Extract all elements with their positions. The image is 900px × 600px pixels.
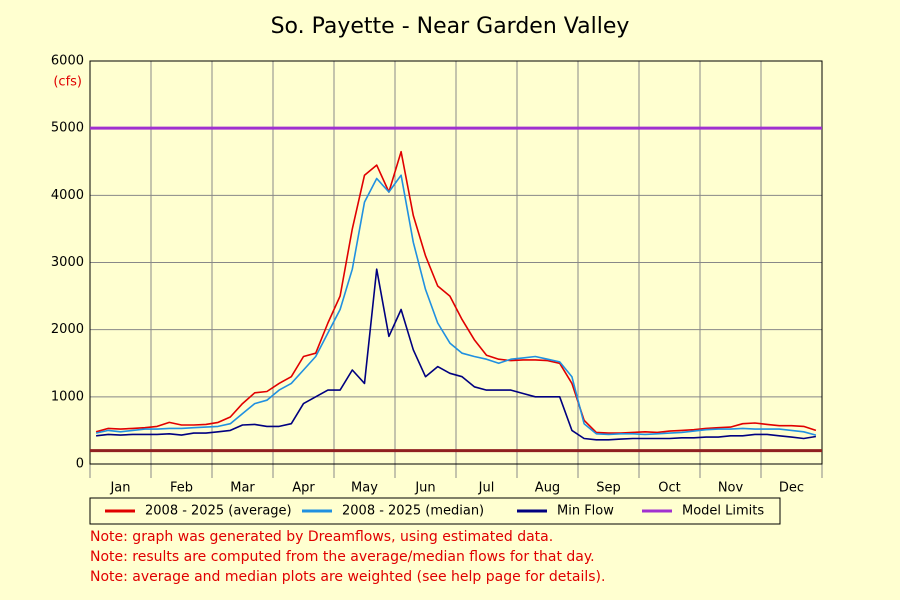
legend-label: Model Limits	[682, 504, 764, 519]
x-tick-label: Apr	[292, 481, 315, 496]
y-tick-label: 5000	[51, 121, 84, 136]
y-unit: (cfs)	[53, 75, 82, 90]
plot-frame	[89, 60, 823, 465]
x-tick-label: Feb	[170, 481, 193, 496]
x-tick-label: Sep	[596, 481, 621, 496]
y-tick-label: 3000	[51, 255, 84, 270]
x-tick-label: May	[351, 481, 378, 496]
x-tick-label: Jun	[414, 481, 435, 496]
legend-label: Min Flow	[557, 504, 614, 519]
x-tick-label: Jan	[109, 481, 130, 496]
chart-title: So. Payette - Near Garden Valley	[271, 14, 630, 39]
y-tick-label: 0	[76, 457, 84, 472]
y-tick-label: 2000	[51, 322, 84, 337]
x-tick-label: Mar	[230, 481, 255, 496]
x-tick-label: Aug	[535, 481, 560, 496]
y-tick-label: 4000	[51, 188, 84, 203]
series-line	[96, 268, 817, 441]
note: Note: average and median plots are weigh…	[90, 569, 605, 585]
x-tick-label: Jul	[478, 481, 495, 496]
x-tick-label: Nov	[718, 481, 744, 496]
series-line	[95, 150, 817, 434]
legend-label: 2008 - 2025 (median)	[342, 504, 484, 519]
legend-label: 2008 - 2025 (average)	[145, 504, 292, 519]
note: Note: results are computed from the aver…	[90, 549, 595, 565]
y-tick-label: 6000	[51, 54, 84, 69]
x-tick-label: Oct	[658, 481, 680, 496]
x-tick-label: Dec	[779, 481, 804, 496]
y-tick-label: 1000	[51, 389, 84, 404]
series-line	[95, 174, 817, 436]
note: Note: graph was generated by Dreamflows,…	[90, 529, 553, 545]
